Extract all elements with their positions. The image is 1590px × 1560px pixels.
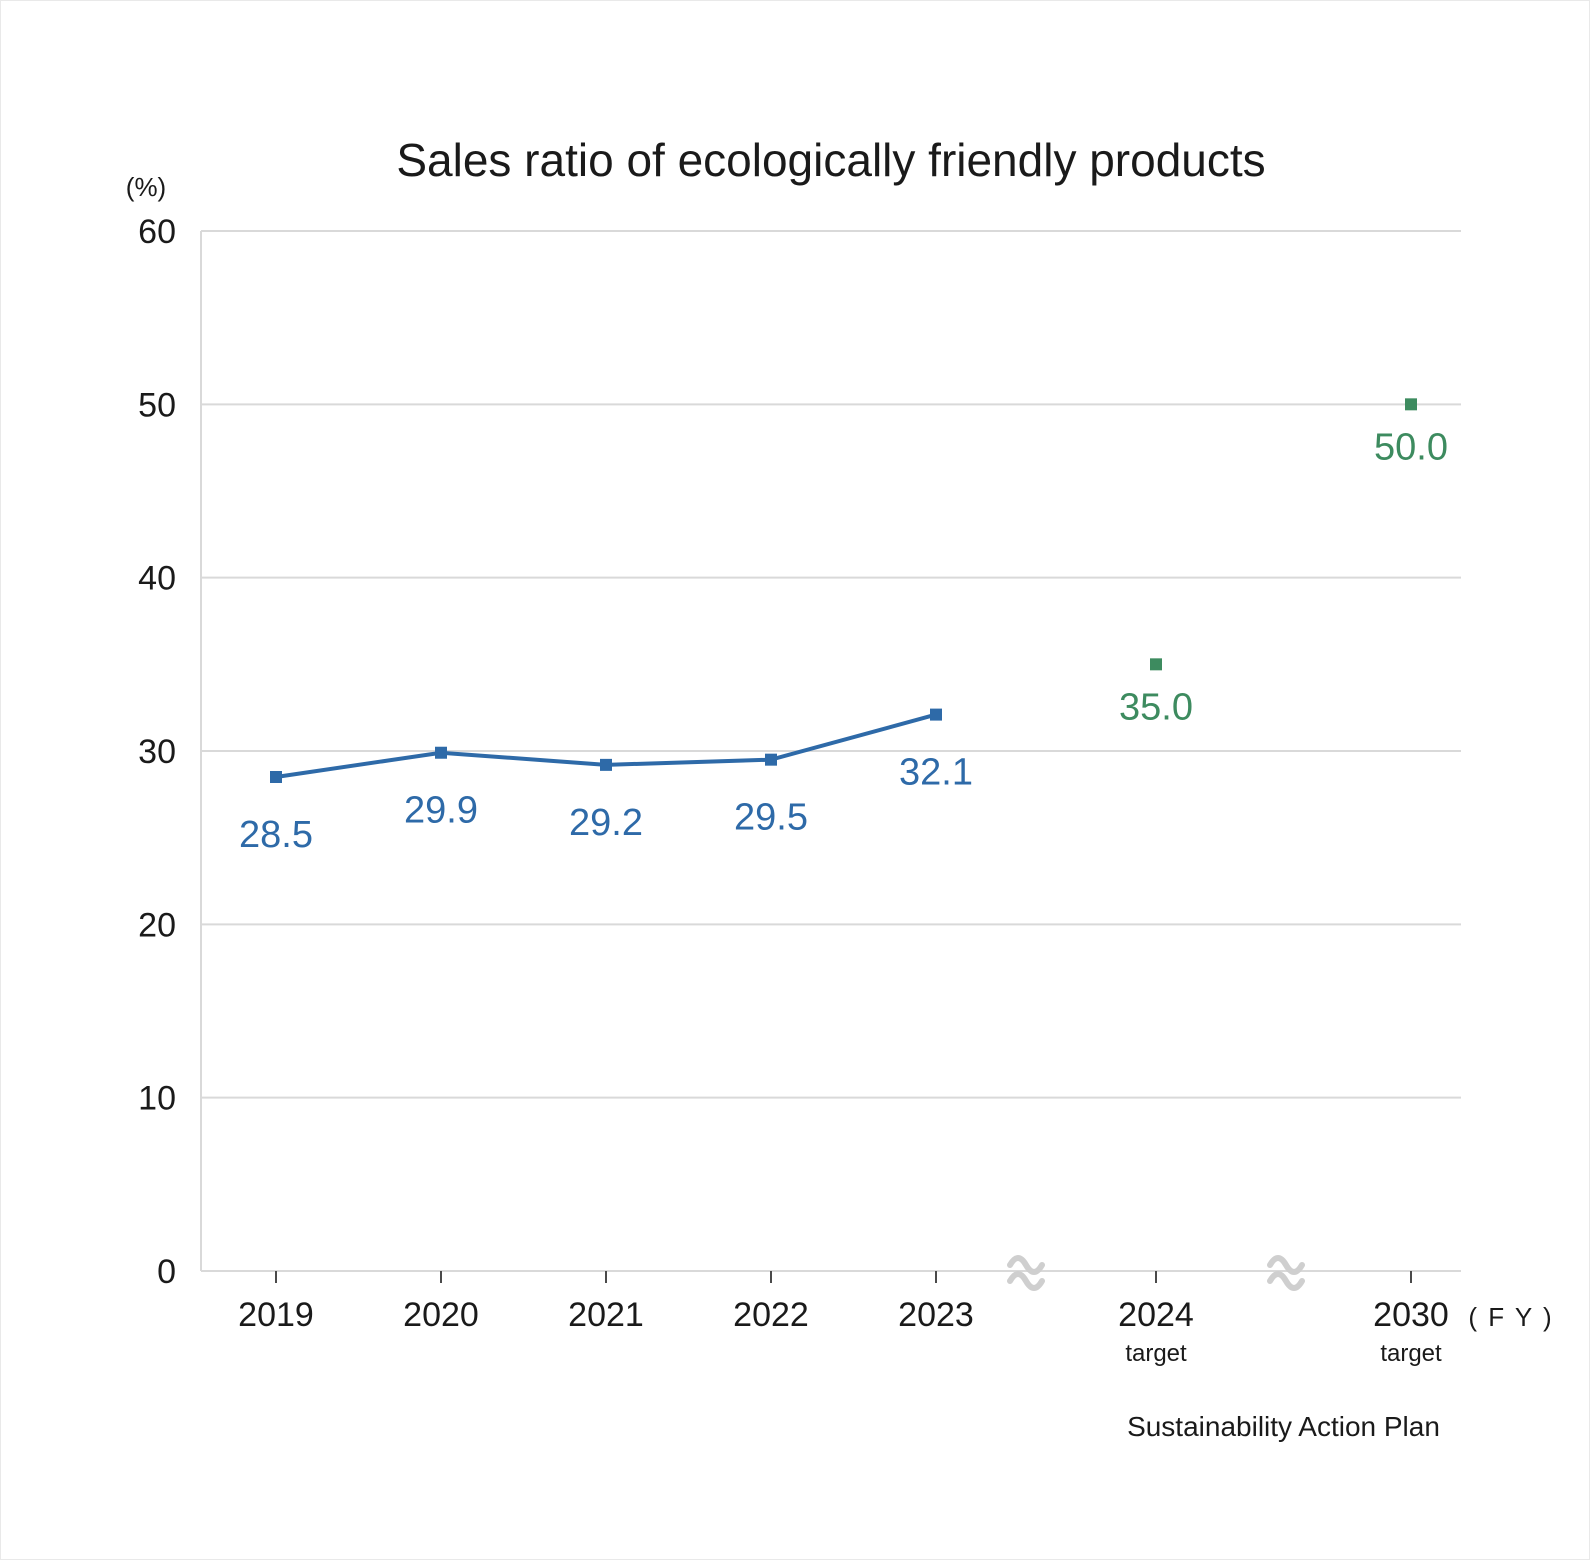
- actual-value-label: 29.5: [734, 797, 808, 839]
- y-tick-label: 20: [138, 906, 176, 944]
- actual-marker: [600, 759, 612, 771]
- y-unit-label: (%): [126, 172, 166, 202]
- y-tick-label: 60: [138, 213, 176, 251]
- x-unit-label: ( F Y ): [1468, 1302, 1551, 1332]
- x-tick-label: 2020: [403, 1296, 479, 1334]
- chart-title: Sales ratio of ecologically friendly pro…: [396, 134, 1265, 186]
- actual-marker: [270, 771, 282, 783]
- actual-value-label: 28.5: [239, 814, 313, 856]
- x-tick-label: 2030: [1373, 1296, 1449, 1334]
- target-value-label: 35.0: [1119, 686, 1193, 728]
- chart-container: 0102030405060(%)Sales ratio of ecologica…: [41, 41, 1549, 1519]
- chart-frame: 0102030405060(%)Sales ratio of ecologica…: [0, 0, 1590, 1560]
- x-tick-sublabel: target: [1380, 1340, 1442, 1367]
- target-marker: [1405, 398, 1417, 410]
- x-tick-label: 2023: [898, 1296, 974, 1334]
- y-tick-label: 30: [138, 733, 176, 771]
- y-tick-label: 40: [138, 560, 176, 598]
- target-value-label: 50.0: [1374, 426, 1448, 468]
- actual-value-label: 32.1: [899, 752, 973, 794]
- actual-value-label: 29.9: [404, 790, 478, 832]
- footer-note: Sustainability Action Plan: [1127, 1411, 1440, 1442]
- x-tick-label: 2019: [238, 1296, 314, 1334]
- target-marker: [1150, 658, 1162, 670]
- actual-marker: [930, 709, 942, 721]
- y-tick-label: 10: [138, 1080, 176, 1118]
- y-tick-label: 0: [157, 1253, 176, 1291]
- x-tick-label: 2021: [568, 1296, 644, 1334]
- x-tick-sublabel: target: [1125, 1340, 1187, 1367]
- x-tick-label: 2022: [733, 1296, 809, 1334]
- x-tick-label: 2024: [1118, 1296, 1194, 1334]
- actual-value-label: 29.2: [569, 802, 643, 844]
- actual-marker: [765, 754, 777, 766]
- actual-marker: [435, 747, 447, 759]
- line-chart: 0102030405060(%)Sales ratio of ecologica…: [41, 41, 1551, 1521]
- y-tick-label: 50: [138, 386, 176, 424]
